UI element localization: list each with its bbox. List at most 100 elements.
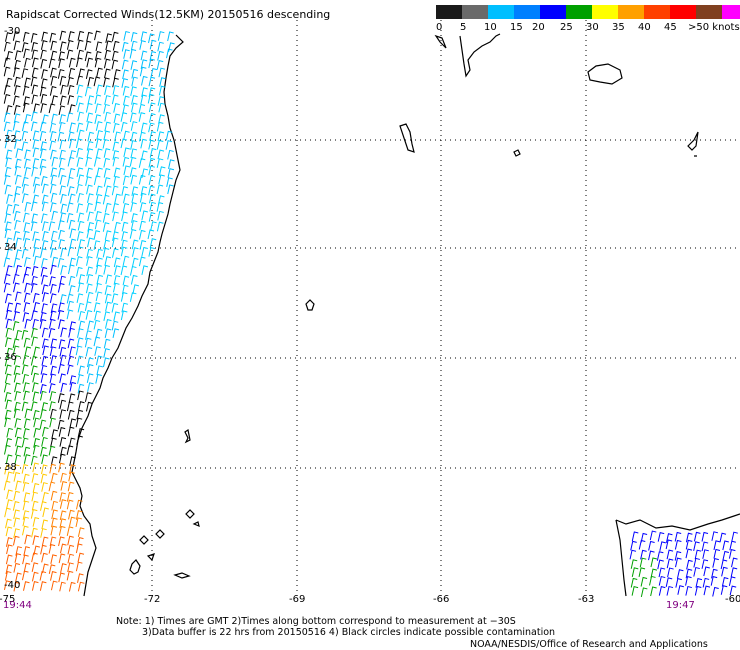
wind-barb bbox=[149, 148, 157, 158]
wind-barb bbox=[40, 213, 48, 224]
wind-barb bbox=[86, 167, 93, 178]
wind-barb bbox=[32, 516, 40, 527]
wind-barb bbox=[4, 417, 11, 428]
wind-barb bbox=[685, 548, 693, 559]
wind-barb bbox=[96, 257, 103, 268]
wind-barb bbox=[638, 539, 646, 550]
wind-barb bbox=[87, 382, 94, 392]
wind-barb bbox=[24, 114, 32, 124]
wind-barb bbox=[6, 489, 13, 500]
wind-barb bbox=[686, 559, 693, 570]
wind-barb bbox=[131, 257, 139, 268]
wind-barb bbox=[693, 541, 700, 551]
wind-barb bbox=[21, 121, 29, 132]
wind-barb bbox=[50, 338, 58, 349]
wind-barb bbox=[22, 85, 30, 96]
wind-barb bbox=[58, 229, 65, 240]
wind-barb bbox=[14, 390, 21, 401]
wind-barb bbox=[6, 499, 13, 509]
wind-barb bbox=[104, 121, 111, 132]
wind-barb bbox=[130, 274, 138, 285]
wind-barb bbox=[24, 282, 31, 293]
wind-barb bbox=[15, 329, 23, 340]
wind-barb bbox=[703, 585, 711, 596]
wind-barb bbox=[156, 60, 164, 70]
wind-barb bbox=[59, 510, 67, 521]
wind-barb bbox=[4, 356, 12, 367]
wind-barb bbox=[665, 577, 673, 587]
wind-barb bbox=[24, 534, 31, 545]
wind-barb bbox=[41, 464, 48, 475]
wind-barb bbox=[87, 320, 94, 331]
wind-barb bbox=[69, 516, 76, 527]
wind-barb bbox=[49, 536, 57, 547]
wind-barb bbox=[122, 175, 130, 186]
wind-barb bbox=[13, 471, 21, 482]
wind-barb bbox=[58, 536, 65, 547]
wind-barb bbox=[95, 373, 102, 384]
wind-barb bbox=[4, 391, 12, 402]
wind-barb bbox=[21, 329, 29, 340]
wind-barb bbox=[77, 328, 84, 338]
wind-barb bbox=[4, 166, 12, 177]
wind-barb bbox=[24, 318, 32, 329]
wind-barb bbox=[49, 293, 57, 304]
wind-barb bbox=[104, 85, 111, 95]
island-chiloe-west bbox=[129, 559, 141, 575]
wind-barb bbox=[77, 581, 85, 592]
wind-barb bbox=[140, 122, 148, 133]
scale-label: 35 bbox=[612, 22, 625, 33]
wind-barb bbox=[58, 339, 66, 349]
wind-barb bbox=[4, 221, 12, 232]
wind-barb bbox=[93, 230, 101, 240]
wind-barb bbox=[32, 158, 40, 168]
wind-barb bbox=[4, 444, 11, 455]
wind-barb bbox=[59, 139, 67, 150]
wind-barb bbox=[629, 549, 637, 560]
wind-barb bbox=[66, 445, 74, 456]
wind-barb bbox=[76, 435, 83, 446]
wind-barb bbox=[138, 158, 146, 168]
wind-barb bbox=[41, 284, 49, 295]
wind-barb bbox=[77, 30, 85, 41]
wind-barb bbox=[639, 557, 647, 568]
wind-barb bbox=[30, 221, 38, 231]
wind-barb bbox=[93, 76, 101, 87]
wind-barb bbox=[31, 336, 38, 347]
wind-barb bbox=[39, 121, 47, 132]
color-swatch bbox=[696, 5, 722, 19]
wind-barb bbox=[111, 94, 119, 105]
wind-barb bbox=[87, 131, 95, 142]
wind-speed-color-scale: 0 5 10 15 20 25 30 35 40 45 >50 knots bbox=[436, 5, 740, 39]
wind-barb bbox=[31, 310, 38, 320]
wind-barb bbox=[49, 391, 57, 401]
wind-barb bbox=[114, 221, 121, 232]
wind-barb bbox=[93, 156, 101, 167]
wind-barb bbox=[68, 464, 76, 474]
wind-barb bbox=[685, 568, 693, 579]
wind-barb bbox=[95, 355, 103, 366]
wind-barb bbox=[75, 543, 83, 554]
wind-barb bbox=[41, 183, 49, 194]
wind-barb bbox=[78, 68, 85, 79]
wind-barb bbox=[86, 202, 93, 213]
wind-barb bbox=[48, 58, 56, 69]
scale-label: 0 bbox=[436, 22, 443, 33]
wind-barb bbox=[49, 346, 57, 357]
wind-barb bbox=[67, 85, 75, 95]
wind-barb bbox=[31, 84, 39, 95]
wind-barb bbox=[67, 300, 74, 311]
wind-barb bbox=[139, 131, 146, 142]
wind-barb bbox=[156, 221, 164, 232]
wind-barb bbox=[50, 264, 57, 275]
wind-barb bbox=[49, 401, 56, 411]
wind-barb bbox=[50, 40, 57, 51]
wind-barb bbox=[638, 567, 646, 577]
wind-barb bbox=[112, 156, 120, 167]
wind-barb bbox=[49, 408, 57, 419]
wind-barb bbox=[13, 372, 21, 383]
wind-barb bbox=[3, 580, 11, 590]
wind-barb bbox=[5, 248, 13, 259]
uruguay-coast bbox=[434, 33, 501, 78]
